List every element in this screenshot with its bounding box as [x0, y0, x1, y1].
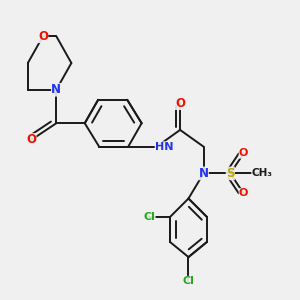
Text: S: S [226, 167, 235, 180]
Text: O: O [26, 134, 36, 146]
Text: CH₃: CH₃ [252, 168, 273, 178]
Text: O: O [239, 188, 248, 199]
Text: O: O [38, 30, 48, 43]
Text: O: O [239, 148, 248, 158]
Text: Cl: Cl [143, 212, 155, 222]
Text: HN: HN [155, 142, 173, 152]
Text: O: O [175, 97, 185, 110]
Text: N: N [199, 167, 208, 180]
Text: N: N [51, 83, 61, 96]
Text: Cl: Cl [182, 276, 194, 286]
